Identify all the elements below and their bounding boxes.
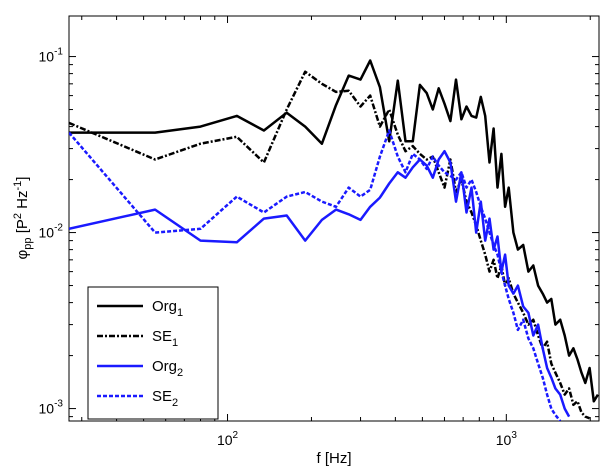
x-tick-base: 10: [496, 432, 512, 448]
y-label-sup1: 2: [12, 213, 24, 219]
y-axis-label: φpp [P2 Hz-1]: [12, 177, 34, 260]
y-tick-base: 10: [39, 225, 55, 241]
series-line-org1: [69, 59, 599, 403]
legend-name: SE: [152, 388, 172, 405]
y-tick-exp: -3: [54, 399, 63, 410]
y-tick-exp: -1: [54, 47, 63, 58]
series-line-org2: [69, 149, 571, 418]
x-tick-exp: 2: [233, 430, 239, 441]
y-tick-base: 10: [39, 401, 55, 417]
legend-label: SE2: [152, 388, 178, 409]
legend-name-sub: 1: [177, 307, 183, 319]
x-tick-label: 102: [217, 430, 239, 448]
legend-label: SE1: [152, 328, 178, 349]
x-tick-base: 10: [217, 432, 233, 448]
x-tick-exp: 3: [511, 430, 517, 441]
y-label-mid: Hz: [14, 191, 31, 214]
y-label-close: ]: [14, 177, 31, 181]
series-line-se2: [69, 129, 562, 421]
legend-name-sub: 2: [172, 397, 178, 409]
legend-name: SE: [152, 328, 172, 345]
y-tick-label: 10-1: [39, 47, 64, 65]
y-tick-label: 10-3: [39, 399, 64, 417]
y-label-sup2: -1: [12, 181, 24, 191]
legend-name-sub: 1: [172, 337, 178, 349]
legend-name: Org: [152, 358, 177, 375]
y-tick-exp: -2: [54, 223, 63, 234]
legend-name: Org: [152, 298, 177, 315]
y-label-open: [P: [14, 219, 31, 237]
y-label-phi-sub: pp: [22, 237, 34, 249]
series-lines: [69, 59, 599, 421]
x-axis-label: f [Hz]: [316, 450, 351, 467]
legend-label: Org2: [152, 358, 183, 379]
x-tick-label: 103: [496, 430, 518, 448]
y-tick-label: 10-2: [39, 223, 64, 241]
legend-label: Org1: [152, 298, 183, 319]
legend-name-sub: 2: [177, 367, 183, 379]
y-tick-base: 10: [39, 49, 55, 65]
y-label-phi: φ: [14, 249, 31, 259]
